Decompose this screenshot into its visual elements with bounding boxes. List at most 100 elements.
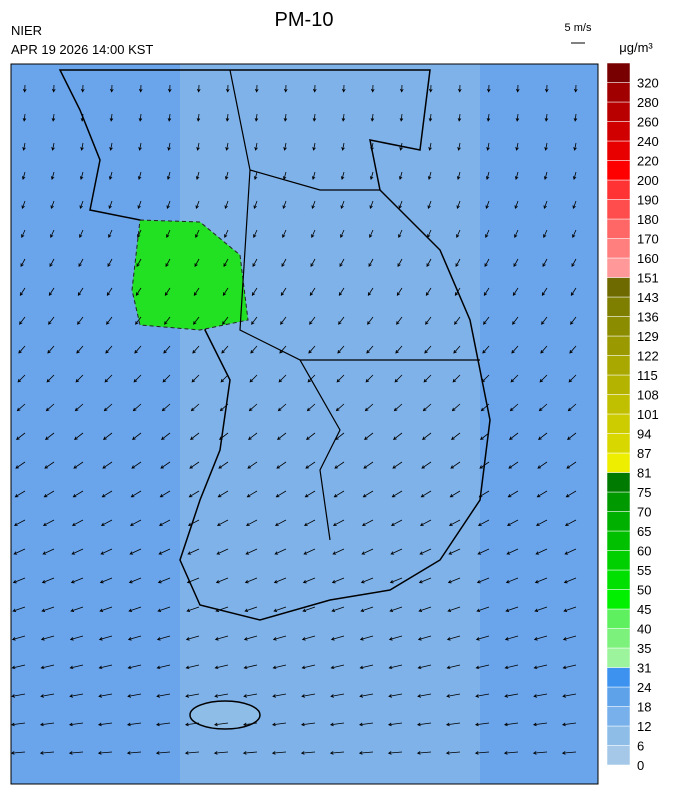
wind-arrow <box>130 490 142 498</box>
wind-arrow <box>337 345 345 354</box>
wind-arrow <box>136 258 142 268</box>
colorbar-label: 65 <box>637 524 651 539</box>
wind-arrow <box>390 548 403 555</box>
wind-arrow <box>448 519 461 526</box>
wind-arrow <box>250 345 258 354</box>
wind-arrow <box>185 664 200 670</box>
wind-arrow <box>506 519 519 526</box>
color-bin <box>606 160 631 181</box>
wind-arrow <box>543 171 548 180</box>
wind-arrow <box>213 751 229 755</box>
wind-arrow <box>393 432 403 440</box>
wind-arrow <box>225 84 230 93</box>
wind-arrow <box>99 606 113 612</box>
wind-arrow <box>242 751 258 755</box>
color-bin <box>606 238 631 259</box>
wind-arrow <box>156 635 171 641</box>
wind-arrow <box>129 519 142 526</box>
wind-arrow <box>394 374 403 383</box>
wind-arrow <box>253 200 258 210</box>
wind-arrow <box>243 635 258 641</box>
wind-arrow <box>103 403 113 412</box>
wind-arrow <box>127 635 142 641</box>
color-bin <box>606 706 631 727</box>
color-bin <box>606 140 631 161</box>
wind-arrow <box>100 548 113 555</box>
color-bin <box>606 394 631 415</box>
wind-arrow <box>446 693 461 698</box>
wind-arrow <box>332 548 345 555</box>
wind-arrow <box>244 577 258 584</box>
wind-arrow <box>427 200 432 210</box>
wind-arrow <box>364 432 374 440</box>
wind-arrow <box>446 722 461 727</box>
wind-arrow <box>369 229 374 239</box>
wind-arrow <box>398 171 403 180</box>
wind-arrow <box>160 461 171 469</box>
map <box>10 63 599 785</box>
wind-arrow <box>164 316 171 325</box>
colorbar-label: 40 <box>637 622 651 637</box>
wind-arrow <box>303 548 316 555</box>
wind-arrow <box>138 142 142 151</box>
wind-arrow <box>542 258 548 268</box>
wind-arrow <box>277 403 287 412</box>
wind-arrow <box>537 461 548 469</box>
wind-arrow <box>300 751 316 755</box>
wind-arrow <box>132 403 142 412</box>
wind-arrow <box>16 432 26 440</box>
wind-arrow <box>252 258 258 268</box>
wind-arrow <box>51 142 55 151</box>
wind-arrow <box>251 316 258 325</box>
colorbar-label: 115 <box>637 368 658 383</box>
wind-arrow <box>251 287 258 296</box>
high-pm-area <box>131 219 249 331</box>
wind-arrow <box>428 113 433 122</box>
wind-arrow <box>536 490 548 498</box>
wind-arrow <box>68 751 84 755</box>
wind-arrow <box>335 403 345 412</box>
color-bin <box>606 82 631 103</box>
wind-arrow <box>506 548 519 555</box>
wind-arrow <box>243 722 258 727</box>
wind-arrow <box>103 432 113 440</box>
wind-arrow <box>504 664 519 670</box>
wind-arrow <box>105 345 113 354</box>
wind-arrow <box>486 142 490 151</box>
wind-arrow <box>308 345 316 354</box>
colorbar-label: 94 <box>637 427 651 442</box>
wind-arrow <box>309 287 316 296</box>
wind-arrow <box>562 722 577 727</box>
wind-arrow <box>273 606 287 612</box>
wind-arrow <box>572 171 577 180</box>
wind-arrow <box>185 635 200 641</box>
colorbar-label: 170 <box>637 232 659 247</box>
color-bin <box>606 667 631 688</box>
wind-arrow <box>188 490 200 498</box>
wind-arrow <box>535 548 548 555</box>
wind-arrow <box>19 316 26 325</box>
wind-arrow <box>272 693 287 698</box>
wind-arrow <box>225 142 229 151</box>
wind-arrow <box>336 374 345 383</box>
colorbar: 0 6 12 18 24 31 35 40 45 50 55 60 65 70 75 81 87 94 101 108… <box>606 62 659 773</box>
wind-arrow <box>224 200 229 210</box>
wind-arrow <box>329 751 345 755</box>
wind-arrow <box>309 316 316 325</box>
wind-arrow <box>485 200 490 210</box>
wind-arrow <box>304 490 316 498</box>
wind-arrow <box>333 490 345 498</box>
wind-arrow <box>389 606 403 612</box>
wind-arrow <box>40 635 55 641</box>
wind-arrow <box>514 171 519 180</box>
wind-arrows <box>10 84 578 755</box>
color-bin <box>606 647 631 668</box>
wind-arrow <box>184 751 200 755</box>
wind-arrow <box>98 693 113 698</box>
wind-arrow <box>48 287 55 296</box>
wind-arrow <box>100 519 113 526</box>
wind-arrow <box>164 287 171 296</box>
colorbar-label: 31 <box>637 661 651 676</box>
wind-arrow <box>457 113 462 122</box>
unit: μg/m³ <box>619 40 653 55</box>
